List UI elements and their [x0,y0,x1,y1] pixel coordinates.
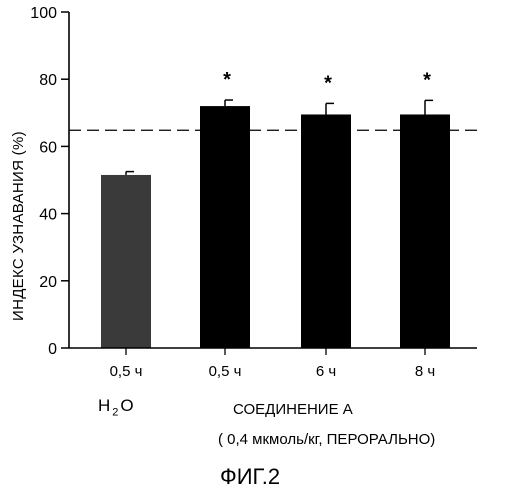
water-label-h: H [98,396,112,415]
y-tick-label: 20 [39,274,57,291]
dose-label: ( 0,4 мкмоль/кг, ПЕРОРАЛЬНО) [218,431,435,448]
figure-caption: ФИГ.2 [220,464,280,490]
significance-star: * [324,72,332,94]
significance-star: * [423,69,431,91]
y-axis-label: ИНДЕКС УЗНАВАНИЯ (%) [10,131,27,321]
x-tick-label: 6 ч [316,363,336,380]
bar [200,106,250,348]
water-label-o: O [120,396,135,415]
y-tick-label: 80 [39,72,57,89]
y-tick-label: 0 [48,341,57,358]
bar [301,114,351,348]
x-tick-label: 8 ч [415,363,435,380]
y-tick-label: 100 [30,5,57,22]
water-group-label: H2O [98,396,136,418]
bar [101,175,151,348]
bar [400,114,450,348]
y-tick-label: 60 [39,139,57,156]
y-tick-label: 40 [39,207,57,224]
significance-star: * [223,69,231,91]
x-tick-label: 0,5 ч [209,363,242,380]
compound-group-label: СОЕДИНЕНИЕ А [233,401,353,418]
y-axis-label-wrap: ИНДЕКС УЗНАВАНИЯ (%) [10,321,11,322]
x-tick-label: 0,5 ч [110,363,143,380]
